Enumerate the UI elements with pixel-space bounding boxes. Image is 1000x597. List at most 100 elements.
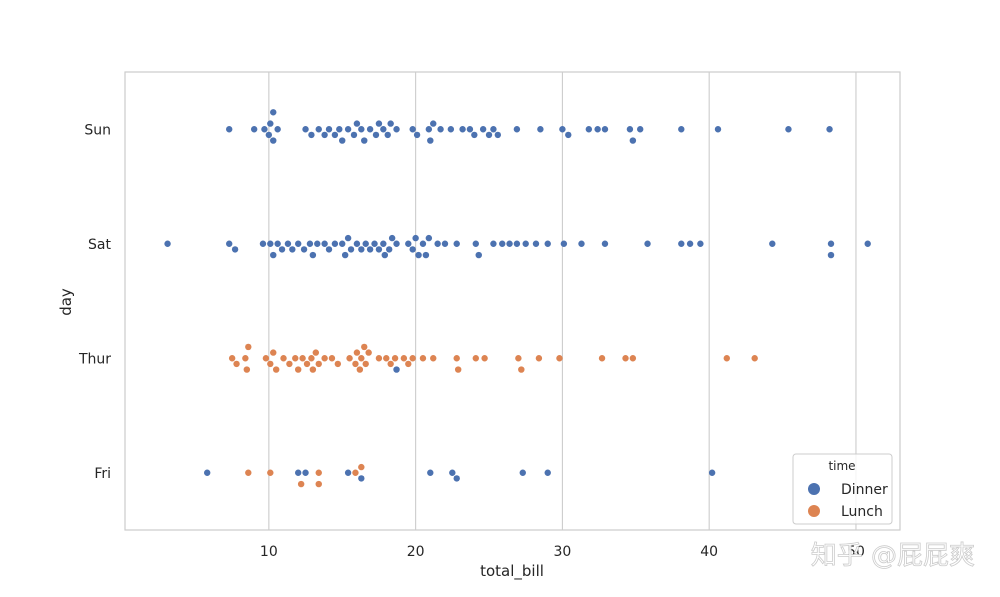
point-dinner-sat bbox=[409, 246, 416, 253]
point-dinner-sun bbox=[270, 137, 277, 144]
point-dinner-sat bbox=[415, 251, 422, 259]
point-dinner-sun bbox=[358, 126, 365, 133]
point-lunch-thur bbox=[622, 355, 629, 362]
point-dinner-sat bbox=[601, 240, 609, 247]
point-lunch-thur bbox=[312, 349, 320, 356]
point-dinner-thur bbox=[393, 366, 400, 373]
point-dinner-sun bbox=[637, 126, 644, 133]
point-dinner-sat bbox=[532, 240, 540, 247]
point-dinner-sat bbox=[366, 246, 374, 253]
point-dinner-sat bbox=[353, 240, 361, 247]
point-lunch-thur bbox=[228, 355, 236, 362]
point-dinner-sun bbox=[261, 126, 268, 133]
point-dinner-sat bbox=[560, 240, 568, 247]
point-dinner-sun bbox=[494, 131, 502, 139]
point-dinner-sun bbox=[321, 131, 328, 139]
point-dinner-sat bbox=[270, 251, 277, 259]
point-lunch-thur bbox=[556, 355, 563, 362]
point-dinner-sun bbox=[226, 126, 233, 133]
point-dinner-sat bbox=[278, 246, 286, 253]
point-dinner-sun bbox=[384, 131, 391, 139]
point-dinner-fri bbox=[204, 469, 211, 476]
point-lunch-fri bbox=[352, 469, 359, 476]
point-lunch-thur bbox=[358, 355, 365, 362]
point-lunch-thur bbox=[375, 355, 383, 362]
point-dinner-sat bbox=[341, 251, 349, 259]
point-dinner-sun bbox=[594, 126, 601, 133]
point-dinner-sat bbox=[419, 240, 427, 247]
point-dinner-sat bbox=[381, 251, 388, 259]
point-dinner-sat bbox=[475, 251, 482, 259]
point-dinner-sat bbox=[490, 240, 497, 247]
point-dinner-sat bbox=[362, 240, 369, 247]
point-dinner-sat bbox=[267, 240, 274, 247]
point-dinner-sun bbox=[361, 137, 368, 144]
point-dinner-sat bbox=[506, 240, 513, 247]
point-dinner-sat bbox=[289, 246, 296, 253]
point-lunch-thur bbox=[286, 360, 293, 368]
point-lunch-thur bbox=[472, 355, 479, 362]
point-lunch-thur bbox=[365, 349, 372, 356]
point-dinner-sun bbox=[331, 131, 339, 139]
watermark: 知乎 @屁屁爽 bbox=[811, 541, 975, 571]
point-lunch-thur bbox=[321, 355, 328, 362]
point-lunch-thur bbox=[353, 349, 361, 356]
point-dinner-sat bbox=[309, 251, 317, 259]
point-dinner-sat bbox=[499, 240, 506, 247]
x-tick-labels: 10 20 30 40 50 bbox=[260, 544, 865, 560]
x-tick-label: 40 bbox=[700, 544, 718, 560]
point-dinner-sun bbox=[380, 126, 387, 133]
point-lunch-thur bbox=[361, 343, 368, 351]
legend-title: time bbox=[828, 459, 855, 473]
point-lunch-fri bbox=[245, 469, 252, 476]
point-lunch-thur bbox=[356, 366, 364, 373]
point-lunch-thur bbox=[272, 366, 280, 373]
point-dinner-sun bbox=[250, 126, 258, 133]
point-dinner-sun bbox=[265, 131, 273, 139]
point-lunch-thur bbox=[242, 355, 249, 362]
point-lunch-thur bbox=[454, 366, 462, 373]
point-lunch-thur bbox=[299, 355, 306, 362]
point-lunch-thur bbox=[400, 355, 408, 362]
point-lunch-thur bbox=[262, 355, 270, 362]
point-dinner-sun bbox=[409, 126, 416, 133]
point-lunch-thur bbox=[387, 360, 394, 368]
point-lunch-thur bbox=[481, 355, 488, 362]
point-dinner-sat bbox=[678, 240, 685, 247]
point-dinner-sun bbox=[353, 120, 361, 127]
point-dinner-sat bbox=[347, 246, 355, 253]
point-lunch-thur bbox=[383, 355, 390, 362]
legend-marker-dinner bbox=[808, 483, 820, 495]
point-dinner-fri bbox=[302, 469, 309, 476]
point-lunch-thur bbox=[515, 355, 522, 362]
point-dinner-sun bbox=[325, 126, 333, 133]
point-dinner-sat bbox=[769, 240, 776, 247]
point-dinner-sun bbox=[366, 126, 374, 133]
point-dinner-sat bbox=[864, 240, 871, 247]
legend-label-dinner: Dinner bbox=[841, 482, 888, 498]
point-dinner-sun bbox=[629, 137, 637, 144]
point-lunch-thur bbox=[405, 360, 412, 368]
point-lunch-thur bbox=[518, 366, 525, 373]
point-lunch-thur bbox=[723, 355, 730, 362]
point-dinner-sun bbox=[393, 126, 400, 133]
point-dinner-sun bbox=[430, 120, 437, 127]
data-points bbox=[164, 109, 871, 488]
point-dinner-fri bbox=[453, 475, 460, 482]
point-dinner-sat bbox=[295, 240, 302, 247]
y-axis-label: day bbox=[57, 288, 75, 316]
point-dinner-sat bbox=[827, 240, 835, 247]
point-dinner-sat bbox=[284, 240, 292, 247]
point-dinner-sat bbox=[380, 240, 387, 247]
point-dinner-sat bbox=[697, 240, 704, 247]
point-dinner-sun bbox=[270, 109, 277, 116]
legend-marker-lunch bbox=[808, 505, 820, 517]
point-dinner-sat bbox=[231, 246, 239, 253]
point-dinner-sun bbox=[437, 126, 444, 133]
point-dinner-sat bbox=[331, 240, 339, 247]
point-dinner-fri bbox=[344, 469, 352, 476]
point-lunch-thur bbox=[267, 360, 274, 368]
point-dinner-sat bbox=[425, 234, 433, 242]
point-dinner-sat bbox=[259, 240, 267, 247]
point-dinner-sat bbox=[300, 246, 308, 253]
